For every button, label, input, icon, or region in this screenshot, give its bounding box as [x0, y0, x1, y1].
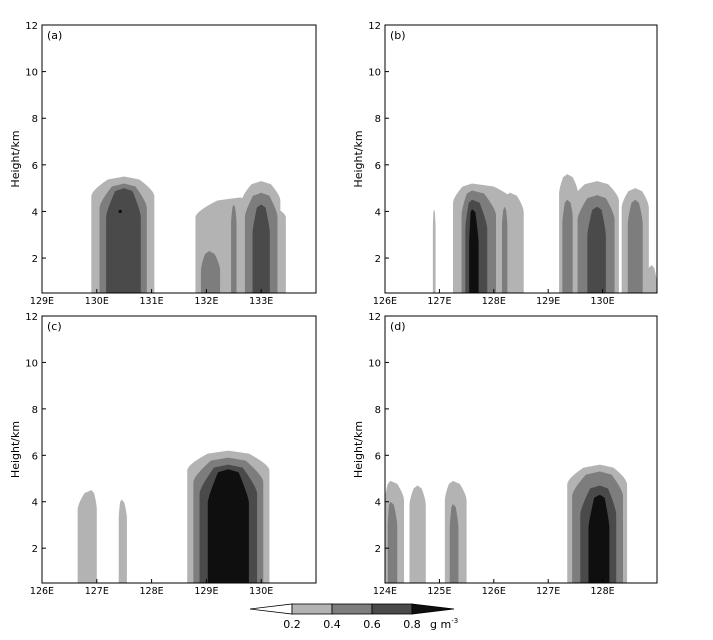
panel-label: (d) — [390, 320, 406, 333]
core-mark — [118, 209, 122, 213]
x-tick-label: 125E — [427, 586, 451, 597]
x-tick-label: 129E — [536, 296, 560, 307]
contour-fills — [91, 176, 286, 293]
y-axis-label: Height/km — [352, 130, 365, 187]
contour-cell-1-level-0.2 — [77, 490, 97, 583]
x-tick-label: 126E — [373, 296, 397, 307]
x-tick-label: 127E — [427, 296, 451, 307]
x-tick-label: 133E — [249, 296, 273, 307]
x-tick-label: 128E — [591, 586, 615, 597]
panel-label: (c) — [47, 320, 62, 333]
y-tick-label: 4 — [32, 207, 38, 218]
y-tick-label: 6 — [375, 161, 381, 172]
y-tick-label: 10 — [368, 358, 381, 369]
contour-cell-1-level-0.8 — [469, 209, 479, 293]
y-tick-label: 6 — [32, 161, 38, 172]
colorbar-unit: g m-3 — [430, 617, 458, 631]
colorbar-tick-label: 0.2 — [283, 618, 301, 631]
x-tick-label: 126E — [30, 586, 54, 597]
y-tick-label: 8 — [375, 114, 381, 125]
contour-cell-1-level-0.4 — [387, 501, 398, 583]
y-tick-label: 6 — [32, 451, 38, 462]
contour-cell-3-level-0.4 — [200, 251, 221, 293]
x-tick-label: 127E — [536, 586, 560, 597]
contour-cell-3-level-0.4 — [449, 504, 459, 583]
x-tick-label: 129E — [30, 296, 54, 307]
contour-fills — [385, 464, 628, 583]
contour-cell-7-level-0.2 — [646, 265, 657, 293]
y-tick-label: 2 — [32, 544, 38, 555]
y-tick-label: 12 — [368, 21, 381, 32]
contour-fills — [77, 450, 270, 583]
plot-frame — [384, 24, 658, 294]
x-tick-label: 129E — [194, 586, 218, 597]
plot-frame — [41, 315, 317, 584]
y-tick-label: 4 — [375, 207, 381, 218]
panel-label: (b) — [390, 29, 406, 42]
contour-cell-3-level-0.4 — [501, 206, 508, 293]
plot-frame — [41, 24, 317, 294]
plot-frame — [384, 315, 658, 584]
x-tick-label: 128E — [482, 296, 506, 307]
y-tick-label: 10 — [25, 68, 38, 79]
x-tick-label: 124E — [373, 586, 397, 597]
panel-1: 2 4 6 8 10 12 129E 130E 131E 132E 133E (a) Height/km — [9, 21, 317, 307]
x-tick-label: 130E — [85, 296, 109, 307]
contour-cell-2-level-0.2 — [118, 499, 127, 583]
y-tick-label: 4 — [375, 498, 381, 509]
y-axis-label: Height/km — [9, 130, 22, 187]
contour-cell-5-level-0.6 — [587, 206, 606, 293]
contour-cell-4-level-0.4 — [231, 204, 237, 293]
y-tick-label: 4 — [32, 498, 38, 509]
colorbar-tick-label: 0.8 — [403, 618, 421, 631]
contour-cell-2-level-0.2 — [409, 485, 426, 583]
x-tick-label: 127E — [85, 586, 109, 597]
colorbar-segment — [291, 603, 333, 615]
x-tick-label: 131E — [140, 296, 164, 307]
y-tick-label: 10 — [25, 358, 38, 369]
contour-cell-3-level-0.8 — [207, 469, 249, 583]
y-tick-label: 6 — [375, 451, 381, 462]
y-axis-label: Height/km — [352, 421, 365, 478]
colorbar-low-triangle — [249, 603, 293, 615]
x-tick-label: 130E — [591, 296, 615, 307]
y-tick-label: 8 — [32, 405, 38, 416]
y-axis-label: Height/km — [9, 421, 22, 478]
panel-label: (a) — [47, 29, 62, 42]
x-tick-label: 126E — [482, 586, 506, 597]
y-tick-label: 8 — [375, 405, 381, 416]
contour-cell-8-level-0.2 — [432, 209, 436, 293]
colorbar-high-triangle — [411, 603, 455, 615]
panel-4: 2 4 6 8 10 12 124E 125E 126E 127E 128E (d) Height/km — [352, 312, 658, 597]
y-tick-label: 12 — [368, 312, 381, 323]
contour-cell-1-level-0.6 — [106, 188, 141, 293]
y-tick-label: 2 — [32, 254, 38, 265]
y-tick-label: 12 — [25, 21, 38, 32]
contour-cell-4-level-0.8 — [588, 494, 610, 583]
y-tick-label: 12 — [25, 312, 38, 323]
contour-fills — [432, 174, 657, 293]
panel-2: 2 4 6 8 10 12 126E 127E 128E 129E 130E (b) Height/km — [352, 21, 658, 307]
y-tick-label: 2 — [375, 254, 381, 265]
colorbar-segment — [371, 603, 413, 615]
x-tick-label: 132E — [194, 296, 218, 307]
contour-cell-6-level-0.4 — [627, 199, 643, 293]
panel-3: 2 4 6 8 10 12 126E 127E 128E 129E 130E (c) Height/km — [9, 312, 317, 597]
colorbar-tick-label: 0.4 — [323, 618, 341, 631]
contour-cell-4-level-0.4 — [562, 199, 574, 293]
y-tick-label: 8 — [32, 114, 38, 125]
x-tick-label: 130E — [249, 586, 273, 597]
colorbar-tick-label: 0.6 — [363, 618, 381, 631]
y-tick-label: 2 — [375, 544, 381, 555]
colorbar-segment — [331, 603, 373, 615]
x-tick-label: 128E — [140, 586, 164, 597]
y-tick-label: 10 — [368, 68, 381, 79]
colorbar: 0.2 0.4 0.6 0.8 g m-3 — [249, 603, 458, 631]
contour-cell-5-level-0.6 — [252, 204, 270, 293]
